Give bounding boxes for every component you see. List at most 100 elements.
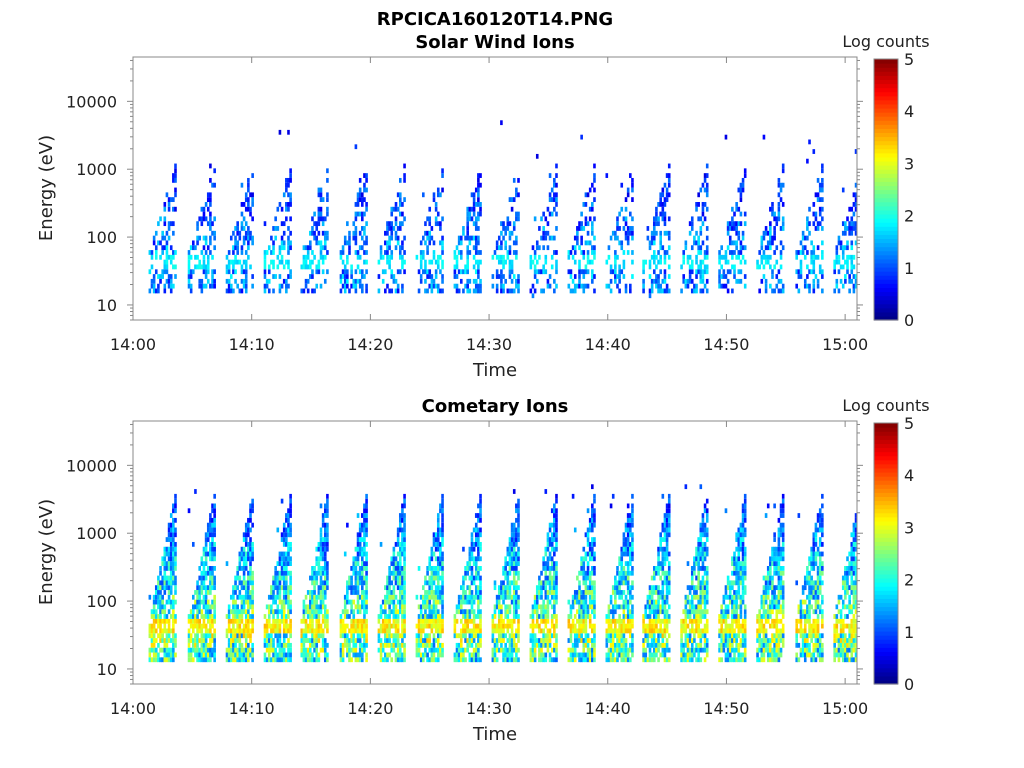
heatmap-cell <box>272 274 275 279</box>
heatmap-cell <box>477 192 480 198</box>
heatmap-cell <box>272 288 275 294</box>
heatmap-cell <box>531 623 535 629</box>
heatmap-cell <box>343 264 347 270</box>
heatmap-cell <box>287 599 290 605</box>
heatmap-cell <box>361 556 364 562</box>
heatmap-cell <box>163 614 167 619</box>
heatmap-cell <box>555 585 558 591</box>
heatmap-cell <box>618 628 621 634</box>
heatmap-cell <box>240 618 244 624</box>
heatmap-cell <box>493 580 497 586</box>
heatmap-cell <box>403 570 406 576</box>
heatmap-cell <box>535 259 539 265</box>
heatmap-cell <box>739 211 743 217</box>
heatmap-cell <box>474 657 478 663</box>
heatmap-cell <box>531 647 535 653</box>
heatmap-cell <box>278 259 282 265</box>
heatmap-cell <box>319 599 323 605</box>
heatmap-cell <box>515 609 518 615</box>
heatmap-cell <box>580 614 583 619</box>
heatmap-cell <box>508 274 512 279</box>
heatmap-cell <box>818 221 822 227</box>
heatmap-cell <box>154 585 158 591</box>
heatmap-cell <box>229 633 233 639</box>
heatmap-cell <box>775 216 779 222</box>
heatmap-cell <box>626 570 630 576</box>
heatmap-cell <box>265 283 269 289</box>
heatmap-cell <box>705 250 709 255</box>
heatmap-cell <box>626 628 630 634</box>
heatmap-cell <box>313 585 316 591</box>
heatmap-cell <box>588 585 592 591</box>
heatmap-cell <box>174 163 177 169</box>
heatmap-cell <box>321 245 325 251</box>
heatmap-cell <box>365 206 368 212</box>
heatmap-cell <box>339 254 343 260</box>
heatmap-cell <box>510 642 514 648</box>
heatmap-cell <box>242 633 246 639</box>
heatmap-cell <box>777 278 781 284</box>
heatmap-cell <box>854 149 858 154</box>
heatmap-cell <box>468 585 472 591</box>
heatmap-cell <box>163 652 167 658</box>
heatmap-cell <box>227 278 231 284</box>
heatmap-cell <box>821 197 824 203</box>
heatmap-cell <box>309 609 312 615</box>
heatmap-cell <box>247 235 250 241</box>
heatmap-cell <box>392 623 396 629</box>
heatmap-cell <box>434 618 438 624</box>
heatmap-cell <box>477 628 480 634</box>
heatmap-cell <box>242 657 246 663</box>
heatmap-cell <box>616 633 619 639</box>
heatmap-cell <box>434 614 438 619</box>
heatmap-cell <box>611 614 615 619</box>
heatmap-cell <box>161 657 164 663</box>
heatmap-cell <box>211 522 214 528</box>
heatmap-cell <box>652 250 656 255</box>
heatmap-cell <box>363 182 366 188</box>
heatmap-cell <box>737 269 741 275</box>
heatmap-cell <box>582 575 586 581</box>
heatmap-cell <box>846 264 849 270</box>
heatmap-cell <box>346 590 349 595</box>
heatmap-cell <box>276 575 280 581</box>
heatmap-cell <box>211 254 214 260</box>
heatmap-cell <box>470 633 474 639</box>
heatmap-cell <box>593 633 596 639</box>
heatmap-cell <box>163 618 167 624</box>
heatmap-cell <box>379 642 383 648</box>
heatmap-cell <box>470 628 474 634</box>
heatmap-cell <box>234 599 237 605</box>
heatmap-cell <box>403 513 406 518</box>
heatmap-cell <box>234 245 237 251</box>
heatmap-cell <box>272 618 275 624</box>
heatmap-cell <box>165 269 169 275</box>
heatmap-cell <box>688 230 692 236</box>
heatmap-cell <box>317 614 321 619</box>
heatmap-cell <box>356 278 360 284</box>
heatmap-cell <box>472 618 476 624</box>
heatmap-cell <box>384 657 387 663</box>
heatmap-cell <box>569 604 573 610</box>
heatmap-cell <box>515 599 518 605</box>
heatmap-cell <box>232 614 235 619</box>
heatmap-cell <box>396 532 400 538</box>
heatmap-cell <box>265 647 269 653</box>
heatmap-cell <box>544 594 548 600</box>
heatmap-cell <box>396 537 400 542</box>
heatmap-cell <box>150 633 154 639</box>
heatmap-cell <box>555 566 558 571</box>
heatmap-cell <box>814 226 818 231</box>
heatmap-cell <box>657 216 660 222</box>
heatmap-cell <box>591 230 594 236</box>
heatmap-cell <box>315 269 319 275</box>
heatmap-cell <box>227 638 231 643</box>
heatmap-cell <box>588 556 592 562</box>
heatmap-cell <box>436 527 440 533</box>
heatmap-cell <box>350 604 353 610</box>
heatmap-cell <box>428 623 432 629</box>
heatmap-cell <box>350 269 353 275</box>
heatmap-cell <box>209 580 212 586</box>
heatmap-cell <box>398 580 402 586</box>
heatmap-cell <box>319 254 323 260</box>
